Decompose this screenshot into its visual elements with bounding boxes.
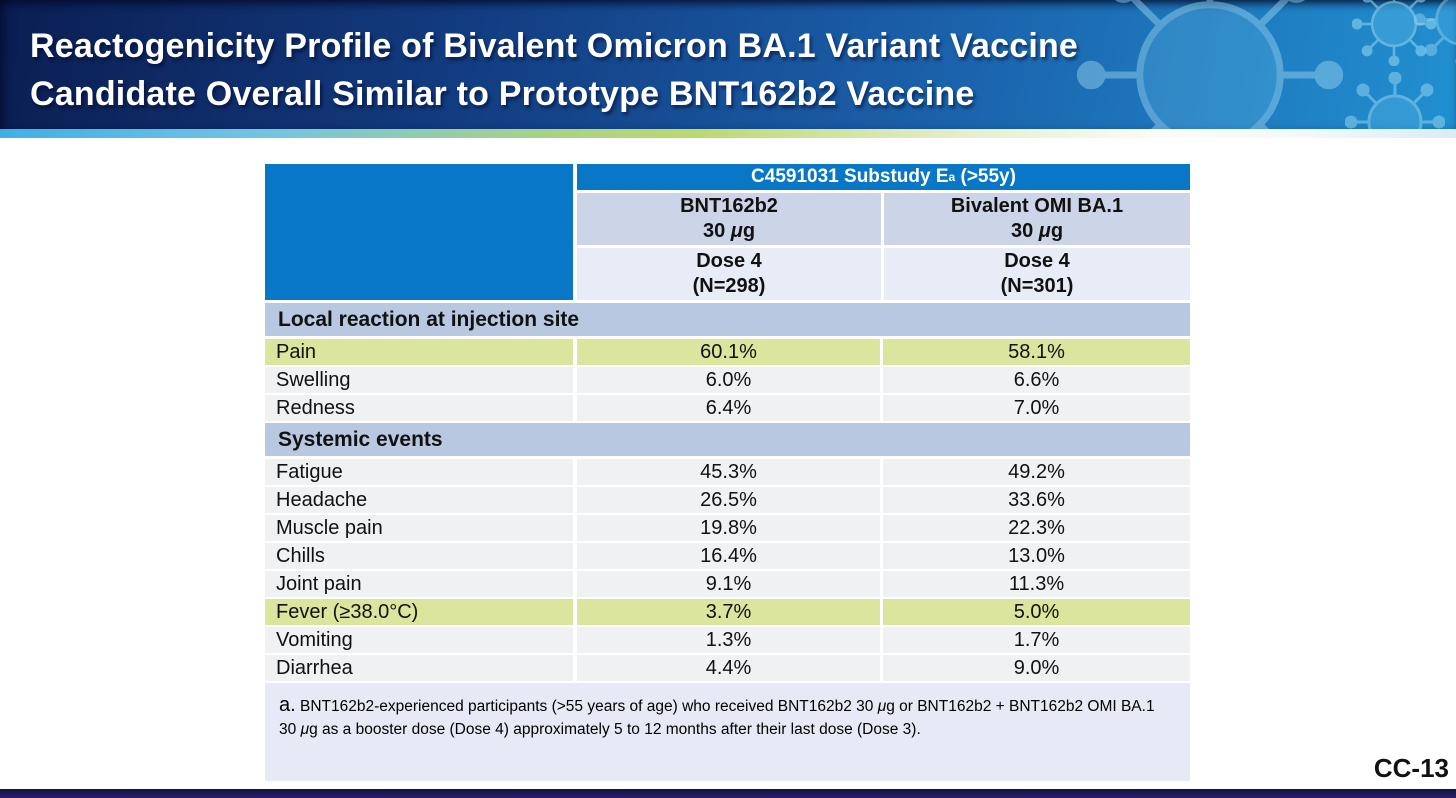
dose-number: Dose 4 xyxy=(696,250,762,272)
section-header-local-reactions: Local reaction at injection site xyxy=(265,303,1190,336)
vaccine-dose: 30 μg xyxy=(702,220,756,242)
row-value-bnt162b2: 6.0% xyxy=(577,367,880,393)
table-row-redness: Redness 6.4% 7.0% xyxy=(265,395,1190,421)
slide-code: CC-13 xyxy=(1373,753,1449,783)
table-row-muscle-pain: Muscle pain 19.8% 22.3% xyxy=(265,515,1190,541)
table-row-swelling: Swelling 6.0% 6.6% xyxy=(265,367,1190,393)
coronavirus-icon xyxy=(1414,0,1456,65)
row-value-bivalent: 22.3% xyxy=(883,515,1190,541)
column-header-bivalent-omi: Bivalent OMI BA.1 30 μg xyxy=(884,193,1190,245)
footnote-marker: a. xyxy=(279,694,296,716)
dose-header-bnt162b2: Dose 4 (N=298) xyxy=(577,248,881,300)
footnote-text: BNT162b2-experienced participants (>55 y… xyxy=(295,698,878,715)
slide-title: Reactogenicity Profile of Bivalent Omicr… xyxy=(30,22,1078,118)
row-label: Pain xyxy=(265,339,573,365)
table-row-diarrhea: Diarrhea 4.4% 9.0% xyxy=(265,655,1190,681)
vaccine-name: Bivalent OMI BA.1 xyxy=(950,195,1124,217)
row-value-bivalent: 13.0% xyxy=(883,543,1190,569)
coronavirus-icon xyxy=(1345,72,1445,129)
row-value-bivalent: 7.0% xyxy=(883,395,1190,421)
row-label: Vomiting xyxy=(265,627,573,653)
row-value-bnt162b2: 3.7% xyxy=(577,599,880,625)
sample-size: (N=298) xyxy=(692,275,766,297)
vaccine-name: BNT162b2 xyxy=(680,195,778,217)
column-header-bnt162b2: BNT162b2 30 μg xyxy=(577,193,881,245)
row-value-bivalent: 6.6% xyxy=(883,367,1190,393)
mu-symbol: μ xyxy=(300,721,310,738)
footnote-text: g as a booster dose (Dose 4) approximate… xyxy=(309,721,921,738)
table-row-chills: Chills 16.4% 13.0% xyxy=(265,543,1190,569)
row-value-bivalent: 58.1% xyxy=(883,339,1190,365)
row-value-bnt162b2: 4.4% xyxy=(577,655,880,681)
row-label: Diarrhea xyxy=(265,655,573,681)
table-row-pain: Pain 60.1% 58.1% xyxy=(265,339,1190,365)
footnote: a. BNT162b2-experienced participants (>5… xyxy=(265,683,1190,781)
slide-header-banner: Reactogenicity Profile of Bivalent Omicr… xyxy=(0,0,1456,129)
bottom-bar xyxy=(0,789,1456,798)
row-value-bnt162b2: 16.4% xyxy=(577,543,880,569)
mu-symbol: μ xyxy=(1038,220,1051,242)
header-accent-line xyxy=(0,129,1456,138)
slide-title-line1: Reactogenicity Profile of Bivalent Omicr… xyxy=(30,27,1079,65)
row-value-bnt162b2: 6.4% xyxy=(577,395,880,421)
row-label: Muscle pain xyxy=(265,515,573,541)
row-label: Chills xyxy=(265,543,573,569)
footnote-text: g or BNT162b2 + BNT162b2 OMI BA.1 30 xyxy=(279,698,1155,738)
row-label: Fever (≥38.0°C) xyxy=(265,599,573,625)
coronavirus-icon xyxy=(1352,0,1436,66)
table-row-vomiting: Vomiting 1.3% 1.7% xyxy=(265,627,1190,653)
table-row-fever: Fever (≥38.0°C) 3.7% 5.0% xyxy=(265,599,1190,625)
row-value-bnt162b2: 45.3% xyxy=(577,459,880,485)
table-corner-block xyxy=(265,164,573,300)
coronavirus-icon xyxy=(1076,0,1344,129)
study-header-text: C4591031 Substudy E xyxy=(751,166,949,187)
row-value-bnt162b2: 1.3% xyxy=(577,627,880,653)
row-value-bivalent: 1.7% xyxy=(883,627,1190,653)
table-row-joint-pain: Joint pain 9.1% 11.3% xyxy=(265,571,1190,597)
mu-symbol: μ xyxy=(877,698,887,715)
section-header-systemic-events: Systemic events xyxy=(265,423,1190,456)
vaccine-dose: 30 μg xyxy=(1010,220,1064,242)
row-label: Headache xyxy=(265,487,573,513)
row-label: Joint pain xyxy=(265,571,573,597)
row-value-bnt162b2: 19.8% xyxy=(577,515,880,541)
row-value-bivalent: 5.0% xyxy=(883,599,1190,625)
slide-title-line2: Candidate Overall Similar to Prototype B… xyxy=(30,75,975,113)
dose-header-bivalent-omi: Dose 4 (N=301) xyxy=(884,248,1190,300)
row-value-bnt162b2: 9.1% xyxy=(577,571,880,597)
row-label: Swelling xyxy=(265,367,573,393)
row-label: Fatigue xyxy=(265,459,573,485)
row-value-bivalent: 11.3% xyxy=(883,571,1190,597)
mu-symbol: μ xyxy=(730,220,743,242)
sample-size: (N=301) xyxy=(1000,275,1074,297)
dose-number: Dose 4 xyxy=(1004,250,1070,272)
table-row-headache: Headache 26.5% 33.6% xyxy=(265,487,1190,513)
row-value-bnt162b2: 26.5% xyxy=(577,487,880,513)
study-header-suffix: (>55y) xyxy=(955,166,1016,187)
table-row-fatigue: Fatigue 45.3% 49.2% xyxy=(265,459,1190,485)
row-value-bnt162b2: 60.1% xyxy=(577,339,880,365)
row-label: Redness xyxy=(265,395,573,421)
row-value-bivalent: 33.6% xyxy=(883,487,1190,513)
row-value-bivalent: 9.0% xyxy=(883,655,1190,681)
row-value-bivalent: 49.2% xyxy=(883,459,1190,485)
